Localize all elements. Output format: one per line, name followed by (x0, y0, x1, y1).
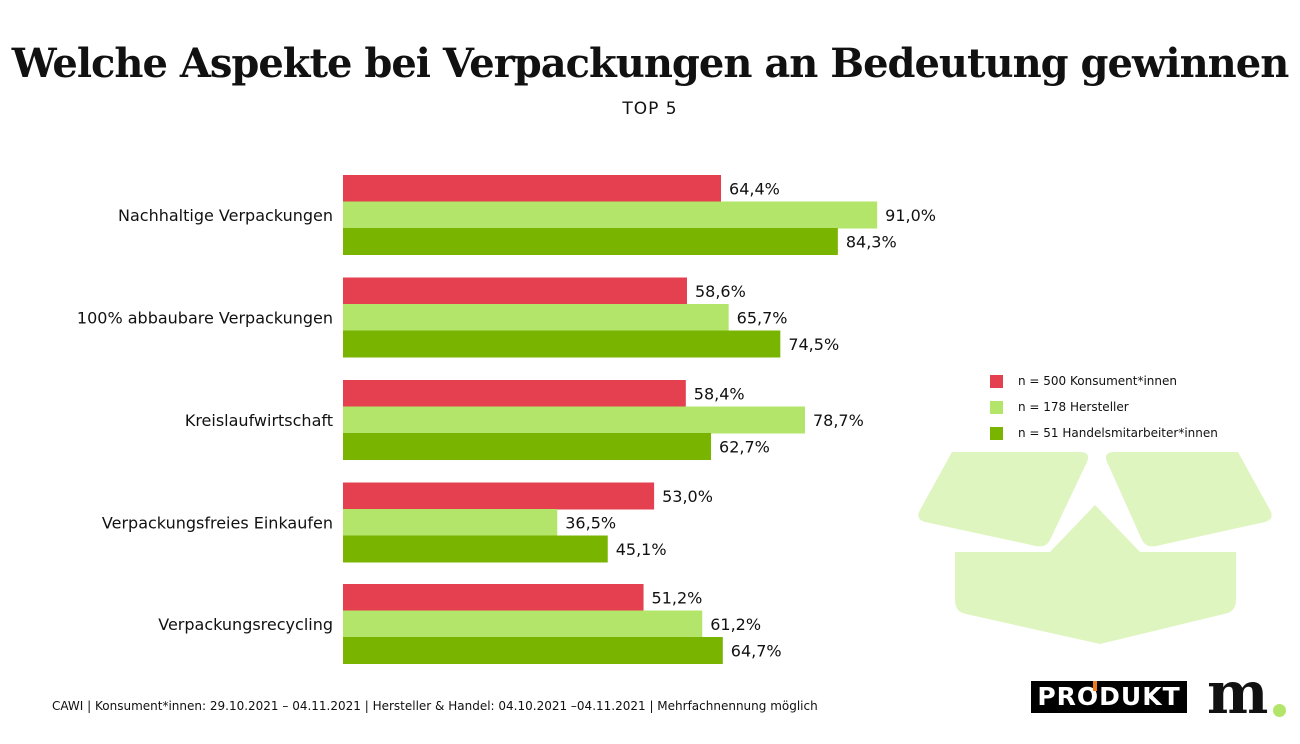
bar (343, 637, 723, 664)
bar (343, 330, 781, 358)
bar (343, 482, 655, 510)
produkt-logo: PRODUKT (1031, 681, 1187, 713)
bar (343, 433, 712, 460)
legend-swatch (990, 426, 1003, 440)
data-label: 91,0% (885, 206, 936, 225)
data-label: 58,6% (695, 282, 746, 301)
data-label: 36,5% (565, 513, 616, 532)
bar (343, 509, 558, 536)
bar (343, 175, 722, 202)
category-label: Kreislaufwirtschaft (185, 411, 333, 430)
legend-item-hersteller: n = 178 Hersteller (990, 394, 1218, 420)
bar (343, 535, 608, 563)
m-logo-dot (1273, 704, 1286, 717)
legend-item-handel: n = 51 Handelsmitarbeiter*innen (990, 420, 1218, 446)
footer-note: CAWI | Konsument*innen: 29.10.2021 – 04.… (52, 699, 818, 713)
data-label: 65,7% (737, 308, 788, 327)
legend-swatch (990, 374, 1003, 388)
legend-label: n = 51 Handelsmitarbeiter*innen (1018, 426, 1218, 440)
legend-swatch (990, 400, 1003, 414)
data-label: 64,7% (731, 641, 782, 660)
category-label: Verpackungsfreies Einkaufen (102, 513, 333, 532)
data-label: 74,5% (788, 335, 839, 354)
data-label: 78,7% (813, 411, 864, 430)
data-label: 45,1% (616, 540, 667, 559)
data-label: 51,2% (652, 588, 703, 607)
data-label: 53,0% (662, 487, 713, 506)
category-label: Verpackungsrecycling (158, 615, 333, 634)
chart-title: Welche Aspekte bei Verpackungen an Bedeu… (11, 40, 1290, 87)
m-logo: m (1207, 659, 1269, 727)
category-label: Nachhaltige Verpackungen (118, 206, 333, 225)
legend-item-konsumenten: n = 500 Konsument*innen (990, 368, 1218, 394)
data-label: 64,4% (729, 179, 780, 198)
bar (343, 228, 838, 255)
data-label: 61,2% (710, 615, 761, 634)
legend-label: n = 178 Hersteller (1018, 400, 1129, 414)
box-illustration (918, 452, 1272, 644)
category-label: 100% abbaubare Verpackungen (77, 308, 333, 327)
legend: n = 500 Konsument*innen n = 178 Herstell… (990, 368, 1218, 446)
bar (343, 277, 687, 305)
data-label: 62,7% (719, 437, 770, 456)
data-label: 58,4% (694, 384, 745, 403)
bar (343, 304, 729, 331)
bar (343, 380, 686, 407)
chart-subtitle: TOP 5 (622, 99, 678, 119)
bar (343, 201, 878, 229)
bar (343, 584, 644, 611)
bar (343, 406, 805, 434)
bar (343, 610, 703, 638)
legend-label: n = 500 Konsument*innen (1018, 374, 1177, 388)
data-label: 84,3% (846, 232, 897, 251)
